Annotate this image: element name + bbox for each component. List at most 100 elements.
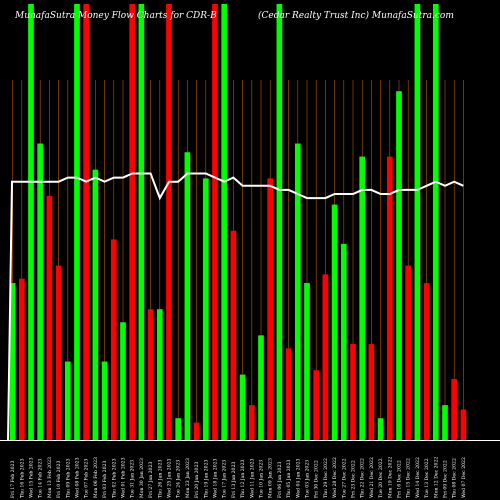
bar-47 bbox=[432, 4, 439, 440]
x-tick-label: Fri 03 Feb 2023 bbox=[102, 461, 108, 498]
bar-40 bbox=[368, 344, 375, 440]
x-tick-label: Wed 01 Feb 2023 bbox=[121, 457, 127, 498]
x-tick-label: Thu 02 Feb 2023 bbox=[111, 458, 117, 498]
x-tick-label: Fri 23 Dec 2022 bbox=[351, 460, 357, 498]
bar-37 bbox=[340, 243, 347, 440]
x-tick-label: Thu 29 Dec 2022 bbox=[323, 458, 329, 498]
bar-38 bbox=[350, 344, 356, 440]
line-series bbox=[7, 172, 464, 441]
bar-33 bbox=[304, 283, 310, 440]
x-tick-label: Thu 15 Dec 2022 bbox=[406, 458, 412, 498]
x-tick-label: Fri 20 Jan 2023 bbox=[194, 462, 200, 498]
bar-8 bbox=[74, 4, 80, 440]
bar-29 bbox=[267, 178, 274, 440]
bar-28 bbox=[258, 335, 264, 440]
bar-50 bbox=[460, 409, 467, 440]
x-tick-label: Thu 16 Feb 2023 bbox=[19, 458, 25, 498]
bar-15 bbox=[138, 4, 145, 440]
bar-21 bbox=[193, 422, 200, 440]
x-tick-label: Fri 27 Jan 2023 bbox=[148, 462, 154, 498]
x-tick-label: Mon 09 Jan 2023 bbox=[268, 458, 274, 498]
x-tick-label: Fri 09 Dec 2022 bbox=[443, 460, 449, 498]
bar-23 bbox=[212, 4, 218, 440]
chart-title: MunafaSutra Money Flow Charts for CDR-B bbox=[14, 11, 217, 21]
x-tick-label: Wed 28 Dec 2022 bbox=[332, 457, 338, 498]
bar-39 bbox=[359, 156, 366, 440]
x-tick-labels: Fri 17 Feb 2023 Thu 16 Feb 2023 Wed 15 Feb… bbox=[10, 457, 467, 498]
x-tick-label: Wed 25 Jan 2023 bbox=[167, 458, 173, 498]
x-tick-label: Tue 14 Feb 2023 bbox=[38, 459, 44, 498]
bar-46 bbox=[423, 283, 430, 440]
bar-35 bbox=[322, 274, 329, 440]
x-tick-label: Fri 13 Jan 2023 bbox=[231, 462, 237, 498]
x-tick-label: Wed 14 Dec 2022 bbox=[415, 457, 421, 498]
bar-3 bbox=[28, 4, 34, 440]
bar-49 bbox=[451, 378, 458, 440]
bar-31 bbox=[285, 348, 292, 440]
x-tick-label: Fri 16 Dec 2022 bbox=[397, 460, 403, 498]
x-tick-label: Tue 24 Jan 2023 bbox=[176, 460, 182, 498]
x-tick-label: Fri 30 Dec 2022 bbox=[314, 460, 320, 498]
x-tick-label: Tue 27 Dec 2022 bbox=[341, 458, 347, 498]
bar-17 bbox=[156, 309, 163, 440]
bar-45 bbox=[414, 4, 421, 440]
x-tick-label: Tue 31 Jan 2023 bbox=[130, 460, 136, 498]
bar-18 bbox=[166, 4, 172, 440]
x-tick-label: Fri 06 Jan 2023 bbox=[277, 462, 283, 498]
bar-43 bbox=[396, 91, 402, 440]
bar-10 bbox=[92, 169, 99, 440]
bar-19 bbox=[175, 418, 182, 440]
bar-1 bbox=[9, 283, 16, 440]
bar-9 bbox=[83, 4, 90, 440]
x-tick-label: Mon 06 Feb 2023 bbox=[93, 457, 99, 498]
x-tick-label: Wed 08 Feb 2023 bbox=[75, 457, 81, 498]
bar-22 bbox=[202, 178, 209, 440]
x-tick-label: Thu 05 Jan 2023 bbox=[286, 459, 292, 498]
x-tick-label: Wed 18 Jan 2023 bbox=[213, 458, 219, 498]
x-tick-label: Mon 13 Feb 2023 bbox=[47, 457, 53, 498]
x-tick-label: Tue 03 Jan 2023 bbox=[305, 460, 311, 498]
x-tick-label: Wed 07 Dec 2022 bbox=[461, 457, 467, 498]
bar-48 bbox=[442, 405, 448, 440]
chart-subtitle: (Cedar Realty Trust Inc) MunafaSutra.com bbox=[258, 10, 454, 21]
bar-36 bbox=[331, 204, 338, 440]
bar-series bbox=[9, 4, 467, 441]
bar-25 bbox=[230, 230, 237, 440]
x-tick-label: Mon 30 Jan 2023 bbox=[139, 458, 145, 498]
bar-34 bbox=[313, 370, 320, 440]
bar-5 bbox=[46, 195, 53, 440]
bar-2 bbox=[18, 278, 25, 440]
bar-12 bbox=[110, 239, 117, 440]
bar-20 bbox=[184, 152, 191, 441]
x-tick-label: Thu 19 Jan 2023 bbox=[203, 459, 209, 498]
bar-16 bbox=[147, 309, 154, 440]
bar-14 bbox=[129, 4, 136, 440]
bar-6 bbox=[55, 265, 62, 440]
x-tick-label: Thu 08 Dec 2022 bbox=[452, 458, 458, 498]
x-tick-label: Thu 12 Jan 2023 bbox=[240, 459, 246, 498]
x-tick-label: Mon 23 Jan 2023 bbox=[185, 458, 191, 498]
x-tick-label: Fri 10 Feb 2023 bbox=[56, 461, 62, 498]
bar-24 bbox=[221, 4, 228, 440]
bar-42 bbox=[386, 156, 393, 440]
x-tick-label: Mon 19 Dec 2022 bbox=[387, 457, 393, 498]
bar-27 bbox=[248, 405, 255, 440]
x-tick-label: Tue 13 Dec 2022 bbox=[424, 458, 430, 498]
bar-44 bbox=[405, 265, 412, 440]
bar-13 bbox=[120, 322, 126, 440]
x-tick-label: Thu 26 Jan 2023 bbox=[157, 459, 163, 498]
bar-26 bbox=[239, 374, 246, 440]
grid-lines bbox=[12, 80, 464, 440]
x-tick-label: Wed 04 Jan 2023 bbox=[295, 458, 301, 498]
bar-4 bbox=[37, 143, 44, 440]
bar-41 bbox=[377, 418, 384, 440]
bar-30 bbox=[276, 4, 283, 440]
x-tick-label: Tue 07 Feb 2023 bbox=[84, 459, 90, 498]
x-tick-label: Fri 17 Feb 2023 bbox=[10, 461, 16, 498]
bar-32 bbox=[294, 143, 301, 440]
x-tick-label: Wed 21 Dec 2022 bbox=[369, 457, 375, 498]
x-tick-label: Thu 22 Dec 2022 bbox=[360, 458, 366, 498]
x-tick-label: Tue 20 Dec 2022 bbox=[378, 458, 384, 498]
x-tick-label: Tue 10 Jan 2023 bbox=[259, 460, 265, 498]
